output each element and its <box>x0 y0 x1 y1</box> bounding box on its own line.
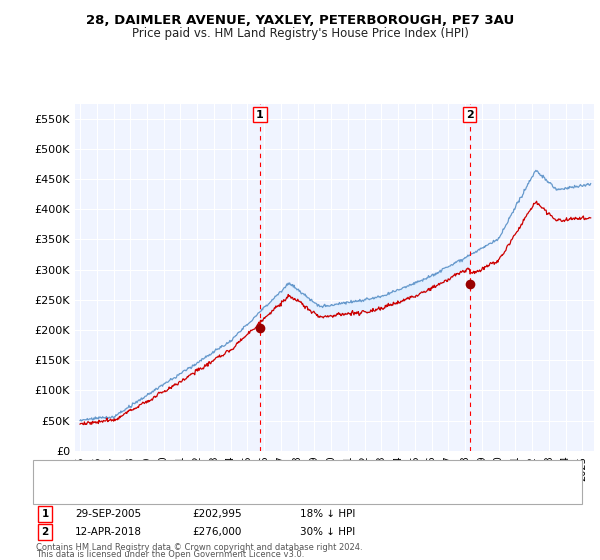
Text: 2: 2 <box>41 527 49 537</box>
Text: This data is licensed under the Open Government Licence v3.0.: This data is licensed under the Open Gov… <box>36 550 304 559</box>
Text: £202,995: £202,995 <box>192 509 242 519</box>
Text: 12-APR-2018: 12-APR-2018 <box>75 527 142 537</box>
Text: 1: 1 <box>256 110 264 120</box>
Text: 28, DAIMLER AVENUE, YAXLEY, PETERBOROUGH, PE7 3AU (detached house): 28, DAIMLER AVENUE, YAXLEY, PETERBOROUGH… <box>84 469 479 479</box>
Text: 1: 1 <box>41 509 49 519</box>
Text: HPI: Average price, detached house, Huntingdonshire: HPI: Average price, detached house, Hunt… <box>84 488 364 498</box>
Text: ———: ——— <box>45 467 82 480</box>
Text: £276,000: £276,000 <box>192 527 241 537</box>
Text: 28, DAIMLER AVENUE, YAXLEY, PETERBOROUGH, PE7 3AU: 28, DAIMLER AVENUE, YAXLEY, PETERBOROUGH… <box>86 14 514 27</box>
Text: Contains HM Land Registry data © Crown copyright and database right 2024.: Contains HM Land Registry data © Crown c… <box>36 543 362 552</box>
Text: Price paid vs. HM Land Registry's House Price Index (HPI): Price paid vs. HM Land Registry's House … <box>131 27 469 40</box>
Text: 30% ↓ HPI: 30% ↓ HPI <box>300 527 355 537</box>
Text: 29-SEP-2005: 29-SEP-2005 <box>75 509 141 519</box>
Text: ———: ——— <box>45 486 82 500</box>
Text: 18% ↓ HPI: 18% ↓ HPI <box>300 509 355 519</box>
Text: 2: 2 <box>466 110 473 120</box>
